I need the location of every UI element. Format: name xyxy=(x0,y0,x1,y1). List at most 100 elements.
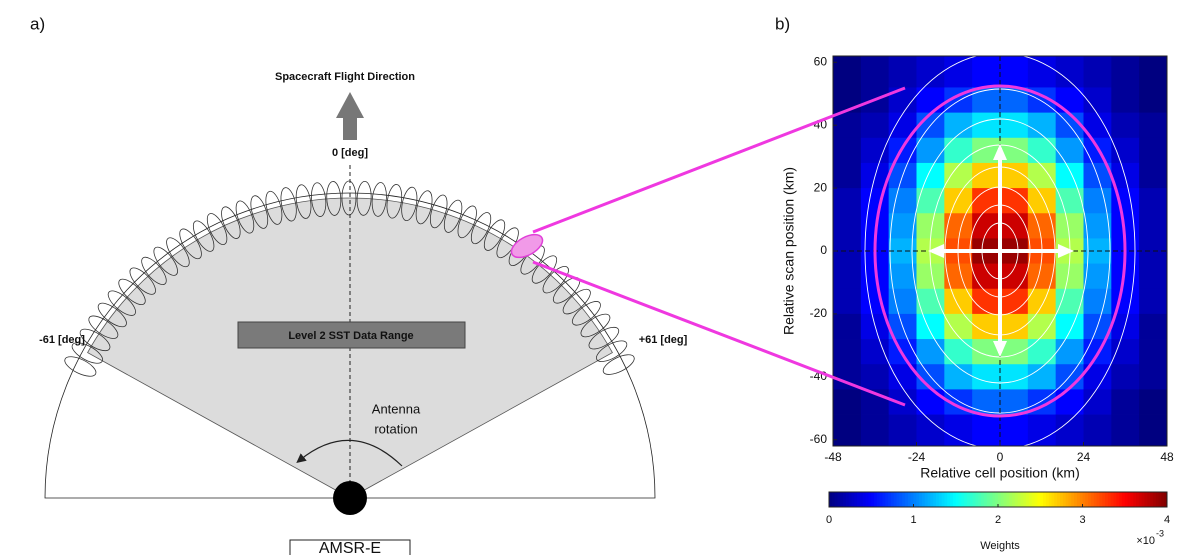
cell xyxy=(833,389,861,415)
cell xyxy=(1139,213,1167,239)
cell xyxy=(1056,138,1084,164)
cell xyxy=(1111,138,1139,164)
cell xyxy=(1111,364,1139,390)
x-tick-label: -48 xyxy=(824,450,842,464)
cell xyxy=(944,415,972,447)
cell xyxy=(972,264,1000,290)
cell xyxy=(1056,188,1084,214)
cell xyxy=(917,188,945,214)
cell xyxy=(1056,163,1084,189)
angle-label: -61 [deg] xyxy=(39,334,85,346)
cell xyxy=(833,113,861,139)
cell xyxy=(1000,389,1028,415)
cell xyxy=(1139,339,1167,365)
cell xyxy=(861,138,889,164)
cell xyxy=(1056,314,1084,340)
colorbar-tick-label: 1 xyxy=(910,514,916,526)
instrument-label: AMSR-E xyxy=(319,540,381,555)
cell xyxy=(1028,138,1056,164)
cell xyxy=(861,56,889,88)
cell xyxy=(1056,213,1084,239)
cell xyxy=(1028,264,1056,290)
y-axis-label: Relative scan position (km) xyxy=(781,167,797,335)
cell xyxy=(1084,56,1112,88)
cell xyxy=(1084,415,1112,447)
cell xyxy=(833,289,861,315)
cell xyxy=(1000,113,1028,139)
cell xyxy=(1139,314,1167,340)
colorbar-tick-label: 4 xyxy=(1164,514,1170,526)
cell xyxy=(917,314,945,340)
cell xyxy=(1056,415,1084,447)
cell xyxy=(1139,364,1167,390)
cell xyxy=(944,138,972,164)
y-tick-label: 20 xyxy=(814,180,828,194)
cell xyxy=(1111,87,1139,113)
cell xyxy=(1139,389,1167,415)
cell xyxy=(1111,415,1139,447)
cell xyxy=(944,56,972,88)
panel-label: b) xyxy=(775,14,790,33)
cell xyxy=(1084,289,1112,315)
x-tick-label: 48 xyxy=(1160,450,1174,464)
range-label: Level 2 SST Data Range xyxy=(288,330,413,342)
cell xyxy=(833,314,861,340)
cell xyxy=(1139,56,1167,88)
cell xyxy=(889,56,917,88)
cell xyxy=(1139,113,1167,139)
cell xyxy=(917,339,945,365)
flight-label: Spacecraft Flight Direction xyxy=(275,71,415,83)
cell xyxy=(944,364,972,390)
angle-label: +61 [deg] xyxy=(639,334,688,346)
cell xyxy=(833,56,861,88)
cell xyxy=(833,163,861,189)
cell xyxy=(1111,113,1139,139)
cell xyxy=(1056,289,1084,315)
cell xyxy=(833,138,861,164)
cell xyxy=(972,56,1000,88)
cell xyxy=(833,339,861,365)
flight-arrow xyxy=(336,92,364,140)
cell xyxy=(944,339,972,365)
cell xyxy=(972,389,1000,415)
cell xyxy=(1000,87,1028,113)
rotation-label: Antenna xyxy=(372,401,421,416)
antenna xyxy=(333,481,367,515)
panel-label: a) xyxy=(30,14,45,33)
y-tick-label: 0 xyxy=(820,243,827,257)
cell xyxy=(1000,213,1028,239)
cell xyxy=(1000,364,1028,390)
cell xyxy=(972,87,1000,113)
cell xyxy=(944,264,972,290)
cell xyxy=(1139,188,1167,214)
cell xyxy=(861,415,889,447)
cell xyxy=(944,314,972,340)
x-tick-label: 0 xyxy=(997,450,1004,464)
cell xyxy=(972,113,1000,139)
cell xyxy=(917,415,945,447)
x-tick-label: 24 xyxy=(1077,450,1091,464)
cell xyxy=(889,339,917,365)
cell xyxy=(1084,188,1112,214)
cell xyxy=(1000,415,1028,447)
cell xyxy=(972,364,1000,390)
colorbar-multiplier: ×10 xyxy=(1136,535,1155,547)
cell xyxy=(1028,56,1056,88)
cell xyxy=(1028,213,1056,239)
cell xyxy=(833,264,861,290)
y-tick-label: -20 xyxy=(810,306,828,320)
cell xyxy=(1000,56,1028,88)
x-tick-label: -24 xyxy=(908,450,926,464)
cell xyxy=(889,289,917,315)
cell xyxy=(1111,389,1139,415)
cell xyxy=(1056,56,1084,88)
cell xyxy=(1111,339,1139,365)
colorbar-label: Weights xyxy=(980,540,1020,552)
cell xyxy=(861,113,889,139)
cell xyxy=(1056,339,1084,365)
cell xyxy=(1000,289,1028,315)
cell xyxy=(861,364,889,390)
y-tick-label: 60 xyxy=(814,54,828,68)
cell xyxy=(944,163,972,189)
cell xyxy=(917,163,945,189)
